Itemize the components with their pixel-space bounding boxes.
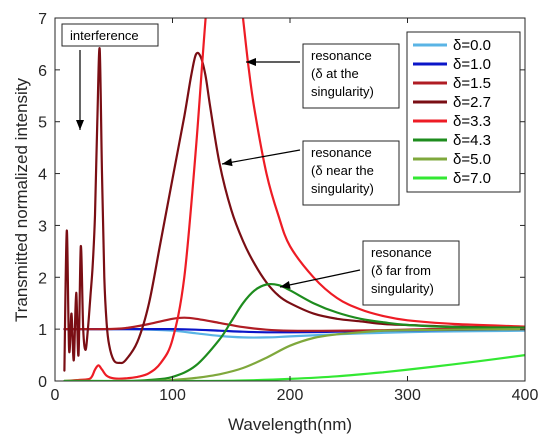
annotation-text-3-0: resonance [371,245,432,260]
annotation-arrowhead-1 [246,58,256,66]
legend-label-6: δ=5.0 [453,151,491,168]
annotation-box-0 [61,23,159,47]
legend-label-5: δ=4.3 [453,132,491,149]
y-tick-label-7: 7 [38,11,47,28]
y-tick-label-4: 4 [38,167,47,184]
legend-label-3: δ=2.7 [453,94,491,111]
annotation-text-3-1: (δ far from [371,263,431,278]
ticks-layer: 0 100 200 300 400 0 1 2 3 4 5 6 7 [38,11,538,404]
x-tick-label-0: 0 [51,387,60,404]
series-line-4 [63,18,525,381]
x-axis-label: Wavelength(nm) [228,415,352,434]
series-layer [63,18,525,381]
annotation-box-3 [362,240,460,306]
annotation-arrowhead-0 [76,120,84,130]
annotation-arrow-2 [221,149,301,165]
x-tick-label-3: 300 [394,387,421,404]
annotation-text-1-2: singularity) [311,84,374,99]
y-tick-label-0: 0 [38,374,47,391]
annotation-text-1-1: (δ at the [311,66,359,81]
legend-box [406,31,521,193]
annotation-text-2-2: singularity) [311,181,374,196]
y-tick-label-5: 5 [38,115,47,132]
series-line-3 [63,47,525,372]
annotation-arrowhead-3 [280,281,291,289]
y-axis-label: Transmitted normalized intensity [12,77,31,322]
annotation-box-1 [302,43,400,109]
legend-label-4: δ=3.3 [453,113,491,130]
y-tick-label-6: 6 [38,63,47,80]
annotation-text-2-1: (δ near the [311,163,374,178]
legend: δ=0.0 δ=1.0 δ=1.5 δ=2.7 δ=3.3 δ=4.3 δ=5.0 δ=7.0 [406,31,521,193]
annotations: interference resonance (δ at the singularit… [61,23,460,306]
y-tick-label-2: 2 [38,270,47,287]
legend-label-2: δ=1.5 [453,75,491,92]
x-tick-label-4: 400 [512,387,538,404]
series-line-7 [63,354,525,381]
y-tick-label-3: 3 [38,218,47,235]
annotation-arrow-3 [279,269,361,288]
annotation-text-1-0: resonance [311,48,372,63]
legend-label-1: δ=1.0 [453,56,491,73]
series-line-6 [63,328,525,381]
annotation-arrowhead-2 [222,158,233,167]
y-tick-label-1: 1 [38,322,47,339]
annotation-text-3-2: singularity) [371,281,434,296]
annotation-text-2-0: resonance [311,145,372,160]
annotation-text-0-0: interference [70,28,139,43]
legend-label-0: δ=0.0 [453,37,491,54]
x-tick-label-1: 100 [159,387,186,404]
annotation-box-2 [302,140,400,206]
legend-label-7: δ=7.0 [453,170,491,187]
x-tick-label-2: 200 [277,387,304,404]
